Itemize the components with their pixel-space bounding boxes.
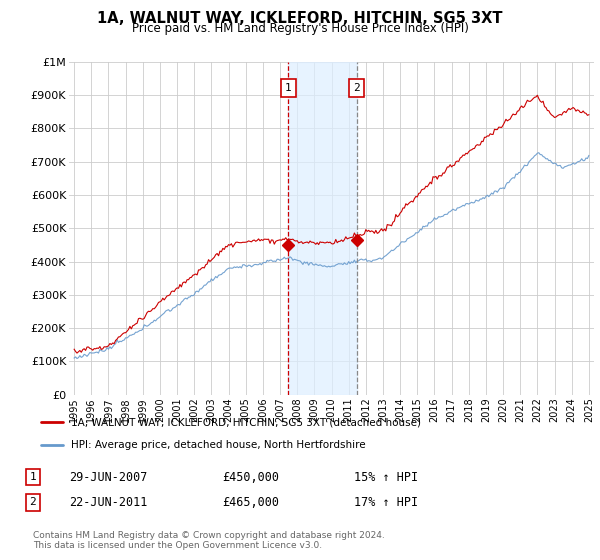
Text: Price paid vs. HM Land Registry's House Price Index (HPI): Price paid vs. HM Land Registry's House … — [131, 22, 469, 35]
Text: £450,000: £450,000 — [222, 470, 279, 484]
Text: 1A, WALNUT WAY, ICKLEFORD, HITCHIN, SG5 3XT: 1A, WALNUT WAY, ICKLEFORD, HITCHIN, SG5 … — [97, 11, 503, 26]
Bar — [289, 62, 357, 395]
Text: Contains HM Land Registry data © Crown copyright and database right 2024.
This d: Contains HM Land Registry data © Crown c… — [33, 531, 385, 550]
Text: 1A, WALNUT WAY, ICKLEFORD, HITCHIN, SG5 3XT (detached house): 1A, WALNUT WAY, ICKLEFORD, HITCHIN, SG5 … — [71, 417, 421, 427]
Text: 29-JUN-2007: 29-JUN-2007 — [69, 470, 148, 484]
Text: 15% ↑ HPI: 15% ↑ HPI — [354, 470, 418, 484]
Text: 22-JUN-2011: 22-JUN-2011 — [69, 496, 148, 509]
Text: 1: 1 — [285, 83, 292, 94]
Text: £465,000: £465,000 — [222, 496, 279, 509]
Text: HPI: Average price, detached house, North Hertfordshire: HPI: Average price, detached house, Nort… — [71, 440, 366, 450]
Text: 2: 2 — [29, 497, 37, 507]
Text: 2: 2 — [353, 83, 360, 94]
Text: 1: 1 — [29, 472, 37, 482]
Text: 17% ↑ HPI: 17% ↑ HPI — [354, 496, 418, 509]
